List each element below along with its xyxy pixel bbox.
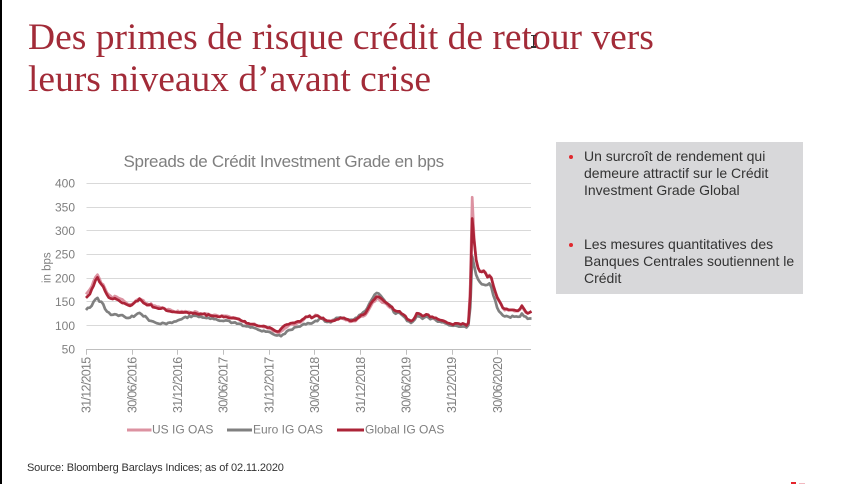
svg-text:30/06/2017: 30/06/2017 [217, 357, 231, 413]
svg-text:300: 300 [55, 224, 75, 238]
svg-text:Euro IG OAS: Euro IG OAS [253, 423, 323, 437]
svg-text:Global IG OAS: Global IG OAS [365, 423, 444, 437]
svg-text:250: 250 [55, 248, 75, 262]
svg-text:50: 50 [62, 343, 76, 357]
svg-text:31/12/2016: 31/12/2016 [171, 357, 185, 413]
svg-text:Spreads de Crédit Investment G: Spreads de Crédit Investment Grade en bp… [124, 152, 444, 171]
svg-text:200: 200 [55, 271, 75, 285]
svg-text:30/06/2018: 30/06/2018 [308, 357, 322, 413]
svg-text:30/06/2016: 30/06/2016 [125, 357, 139, 413]
svg-text:31/12/2019: 31/12/2019 [445, 357, 459, 413]
svg-text:31/12/2017: 31/12/2017 [262, 357, 276, 413]
svg-text:31/12/2015: 31/12/2015 [80, 357, 94, 413]
svg-text:US IG OAS: US IG OAS [152, 423, 213, 437]
svg-text:100: 100 [55, 319, 75, 333]
svg-text:350: 350 [55, 200, 75, 214]
svg-text:31/12/2018: 31/12/2018 [354, 357, 368, 413]
svg-text:30/06/2019: 30/06/2019 [400, 357, 414, 413]
svg-text:400: 400 [55, 177, 75, 191]
svg-text:30/06/2020: 30/06/2020 [491, 357, 505, 413]
svg-text:in bps: in bps [42, 252, 54, 283]
svg-text:150: 150 [55, 295, 75, 309]
